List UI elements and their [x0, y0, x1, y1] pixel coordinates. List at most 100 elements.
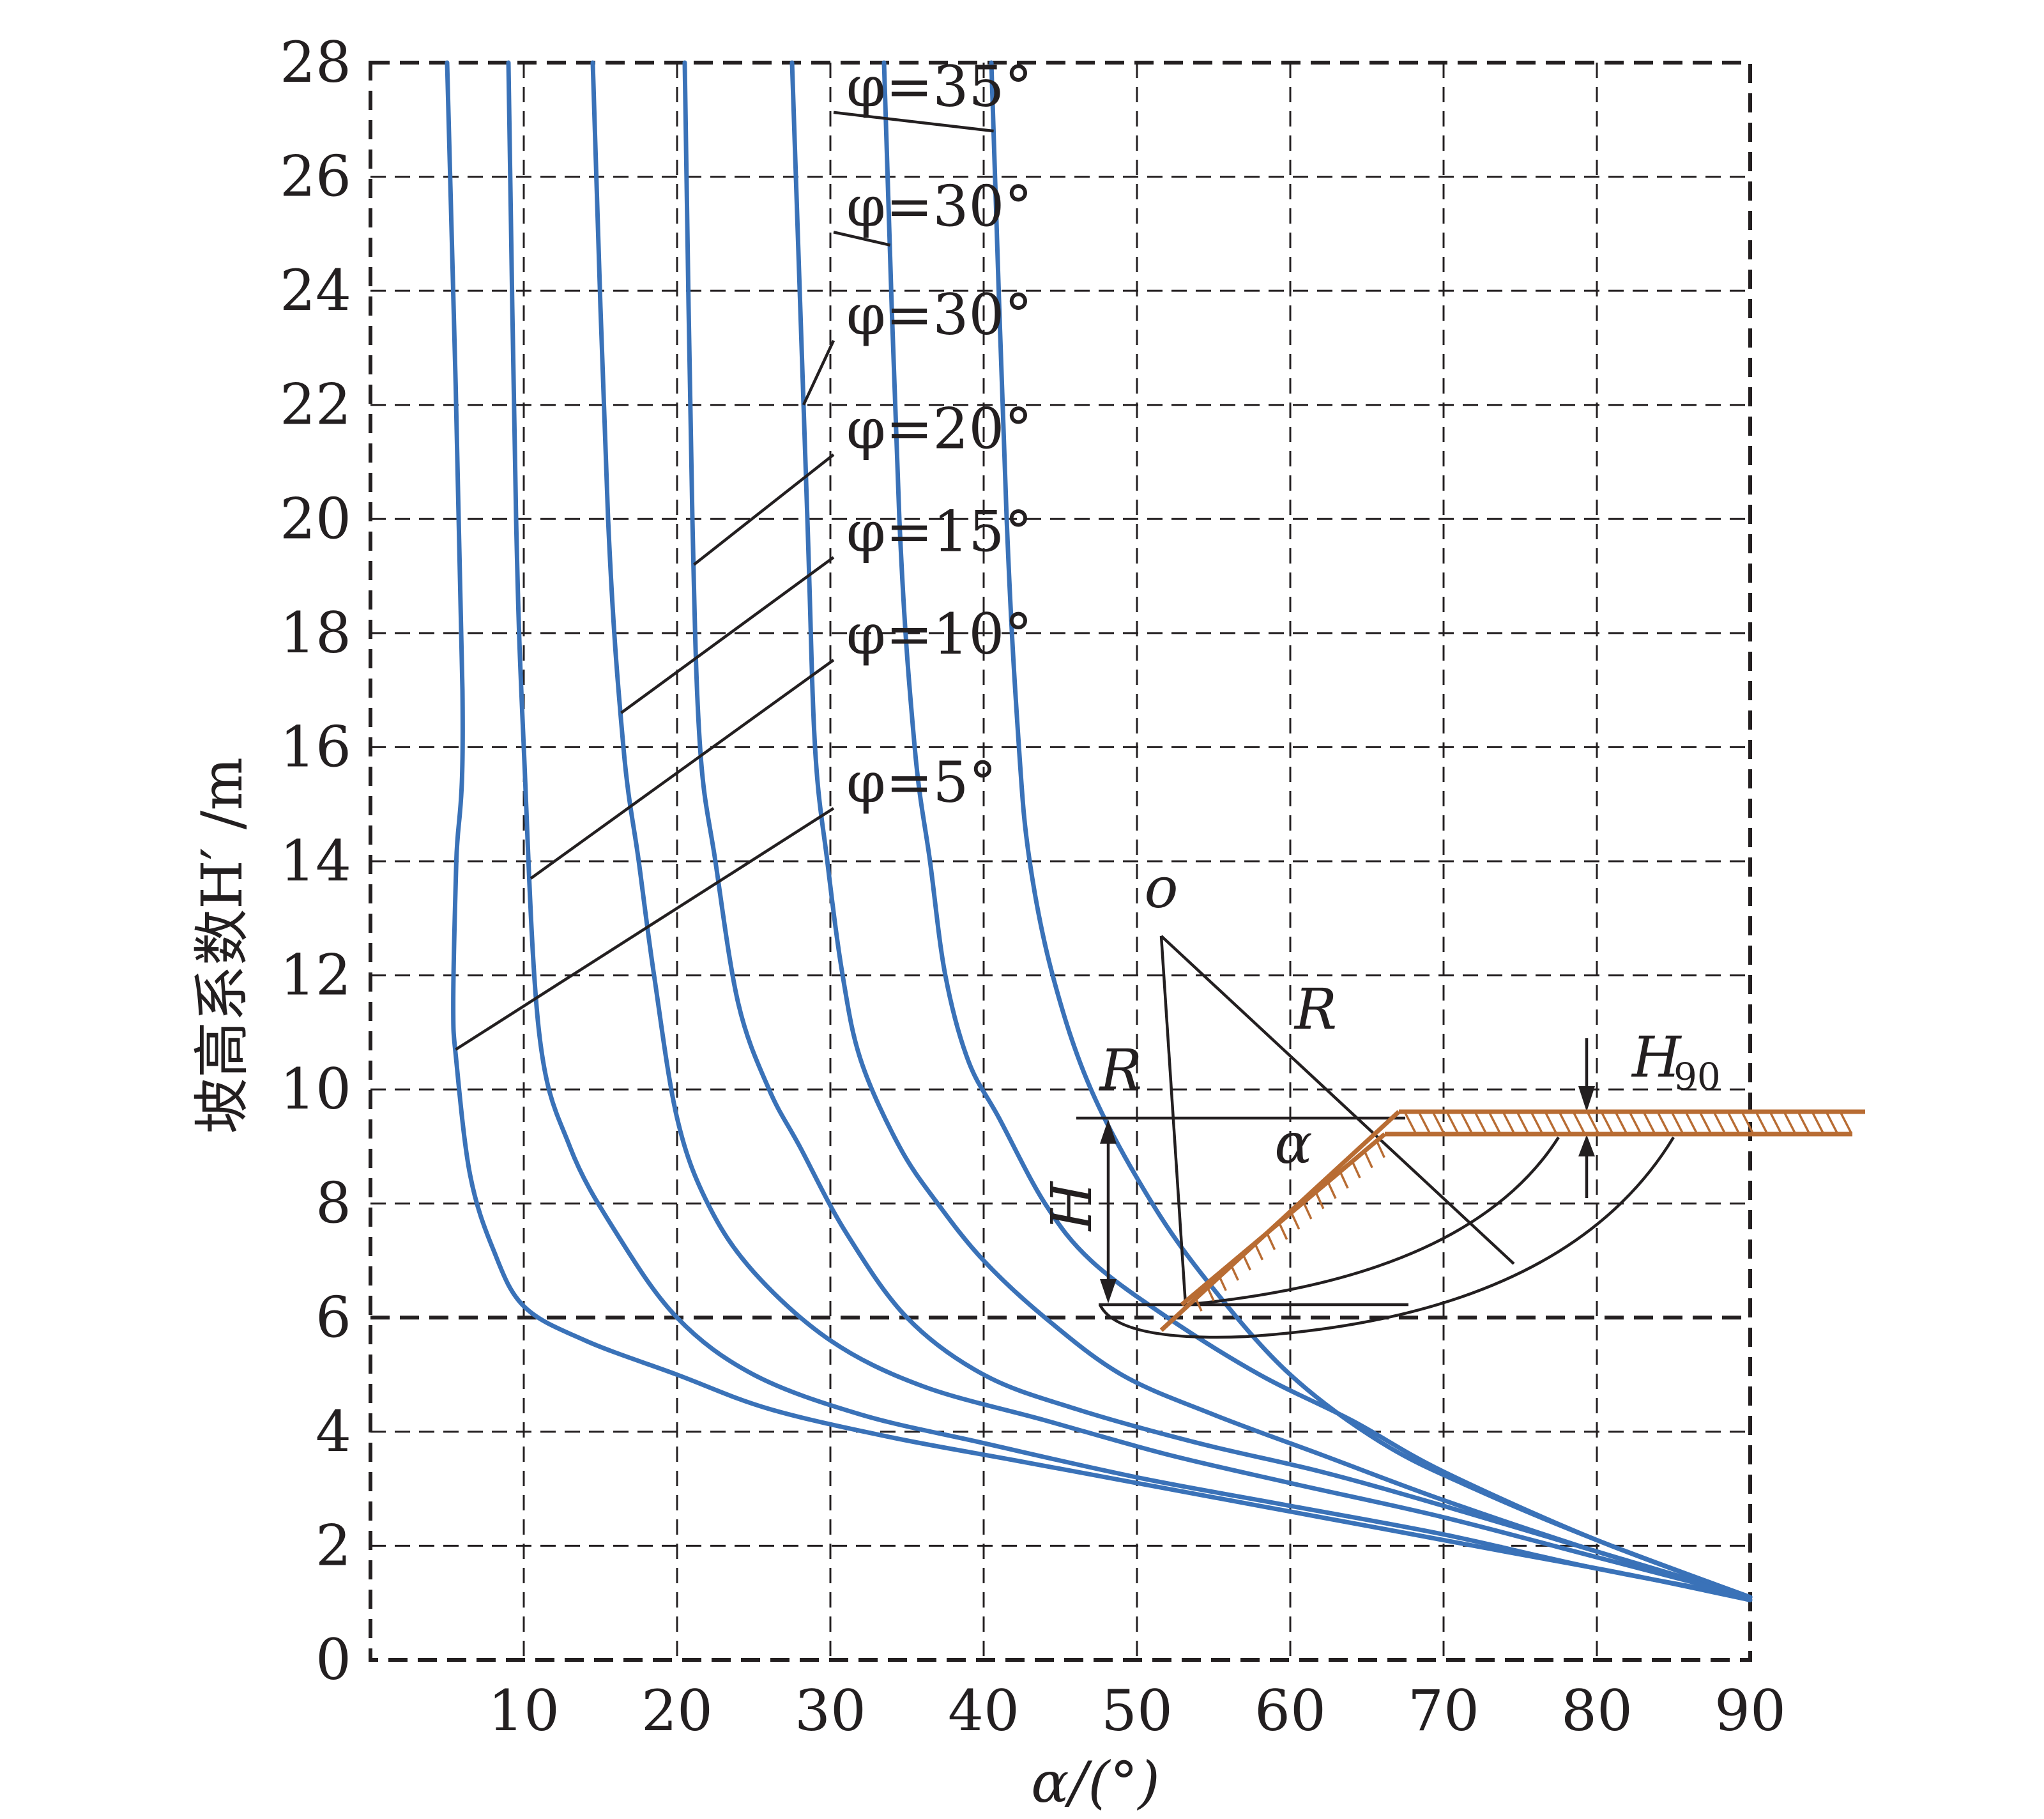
hatch-mark — [1193, 1294, 1203, 1312]
hatch-mark — [1643, 1112, 1656, 1133]
curves — [445, 60, 1753, 1602]
y-tick-label: 0 — [316, 1627, 351, 1692]
hatch-mark — [1488, 1112, 1501, 1133]
y-tick-label: 14 — [280, 828, 351, 894]
legend-label: φ=30° — [846, 173, 1032, 239]
hatch-mark — [1544, 1112, 1557, 1133]
hatch-mark — [1671, 1112, 1684, 1133]
series-line-6 — [881, 60, 1753, 1600]
legend-label: φ=35° — [846, 54, 1032, 119]
legend-leader-line — [833, 111, 994, 133]
y-tick-label: 16 — [280, 714, 351, 779]
legend-leader-line — [455, 807, 835, 1051]
series-line-3 — [590, 60, 1753, 1600]
y-tick-label: 8 — [316, 1170, 351, 1236]
hatch-mark — [1811, 1112, 1824, 1133]
inset-h-arrow-top — [1100, 1119, 1117, 1144]
hatch-mark — [1727, 1112, 1740, 1133]
series-line-1 — [445, 60, 1753, 1602]
hatch-mark — [1460, 1112, 1473, 1133]
y-axis-title: 坡高系数H′ /m — [189, 757, 255, 1134]
legend-leader-line — [620, 556, 835, 714]
y-tick-label: 26 — [280, 144, 351, 210]
series-line-4 — [682, 60, 1753, 1600]
x-tick-label: 90 — [1714, 1678, 1786, 1744]
inset-label-h90: H — [1631, 1024, 1682, 1090]
hatch-mark — [1265, 1232, 1276, 1250]
x-axis-title: α/(°) — [1031, 1749, 1160, 1815]
x-tick-label: 80 — [1561, 1678, 1633, 1744]
hatch-mark — [1685, 1112, 1698, 1133]
y-tick-label: 6 — [316, 1284, 351, 1350]
x-tick-label: 40 — [948, 1678, 1019, 1744]
inset-h90-arrow-top — [1578, 1086, 1595, 1112]
hatch-mark — [1418, 1112, 1431, 1133]
hatch-mark — [1783, 1112, 1796, 1133]
series-line-5 — [789, 60, 1753, 1600]
hatch-mark — [1253, 1243, 1264, 1261]
y-tick-label: 18 — [280, 600, 351, 666]
hatch-mark — [1290, 1212, 1300, 1230]
hatch-mark — [1339, 1171, 1349, 1189]
hatch-mark — [1302, 1202, 1313, 1220]
hatch-mark — [1205, 1284, 1215, 1301]
hatch-mark — [1502, 1112, 1515, 1133]
x-tick-label: 60 — [1255, 1678, 1326, 1744]
inset-hatching — [1193, 1112, 1852, 1312]
hatch-mark — [1573, 1112, 1585, 1133]
y-tick-label: 4 — [316, 1399, 351, 1464]
hatch-mark — [1278, 1222, 1288, 1240]
hatch-mark — [1587, 1112, 1599, 1133]
hatch-mark — [1769, 1112, 1782, 1133]
hatch-mark — [1241, 1253, 1251, 1271]
inset-label-r-left: R — [1099, 1037, 1142, 1103]
y-tick-label: 10 — [280, 1056, 351, 1122]
inset-label-o: o — [1145, 855, 1178, 921]
hatch-mark — [1755, 1112, 1768, 1133]
y-tick-label: 22 — [280, 372, 351, 438]
legend-label: φ=15° — [846, 498, 1032, 564]
hatch-mark — [1315, 1192, 1325, 1209]
hatch-mark — [1351, 1160, 1361, 1179]
hatch-mark — [1741, 1112, 1754, 1133]
hatch-mark — [1826, 1112, 1838, 1133]
x-tick-label: 20 — [641, 1678, 713, 1744]
hatch-mark — [1516, 1112, 1529, 1133]
hatch-mark — [1629, 1112, 1642, 1133]
hatch-mark — [1432, 1112, 1445, 1133]
grid — [369, 61, 1752, 1662]
y-tick-label: 28 — [280, 29, 351, 95]
hatch-mark — [1327, 1181, 1337, 1199]
legend-label: φ=10° — [846, 601, 1032, 667]
legend-label: φ=5° — [846, 749, 996, 815]
hatch-mark — [1229, 1263, 1239, 1281]
y-tick-label: 2 — [316, 1512, 351, 1578]
inset-radius-right — [1160, 935, 1515, 1265]
x-tick-label: 10 — [488, 1678, 560, 1744]
x-axis-ticks: 10 20 30 40 50 60 70 80 90 — [488, 1678, 1786, 1744]
x-tick-label: 30 — [795, 1678, 866, 1744]
y-tick-label: 24 — [280, 257, 351, 323]
inset-slip-arc-large — [1098, 1136, 1675, 1339]
hatch-mark — [1559, 1112, 1571, 1133]
legend-leader-line — [833, 231, 891, 247]
y-tick-label: 20 — [280, 486, 351, 551]
hatch-mark — [1530, 1112, 1543, 1133]
inset-slip-arc-small — [1185, 1136, 1560, 1307]
inset-h-arrow-bottom — [1100, 1279, 1117, 1303]
hatch-mark — [1446, 1112, 1459, 1133]
inset-label-alpha: α — [1274, 1110, 1312, 1176]
x-tick-label: 50 — [1101, 1678, 1173, 1744]
legend-leader-line — [530, 659, 835, 880]
hatch-mark — [1474, 1112, 1487, 1133]
legend: φ=35° φ=30° φ=30° φ=20° φ=15° φ=10° φ=5° — [846, 54, 1032, 815]
hatch-mark — [1404, 1112, 1417, 1133]
hatch-mark — [1363, 1150, 1373, 1169]
y-tick-label: 12 — [280, 942, 351, 1008]
hatch-mark — [1217, 1273, 1227, 1291]
inset-h90-arrow-bottom — [1578, 1135, 1595, 1156]
legend-label: φ=30° — [846, 282, 1032, 348]
legend-label: φ=20° — [846, 396, 1032, 462]
